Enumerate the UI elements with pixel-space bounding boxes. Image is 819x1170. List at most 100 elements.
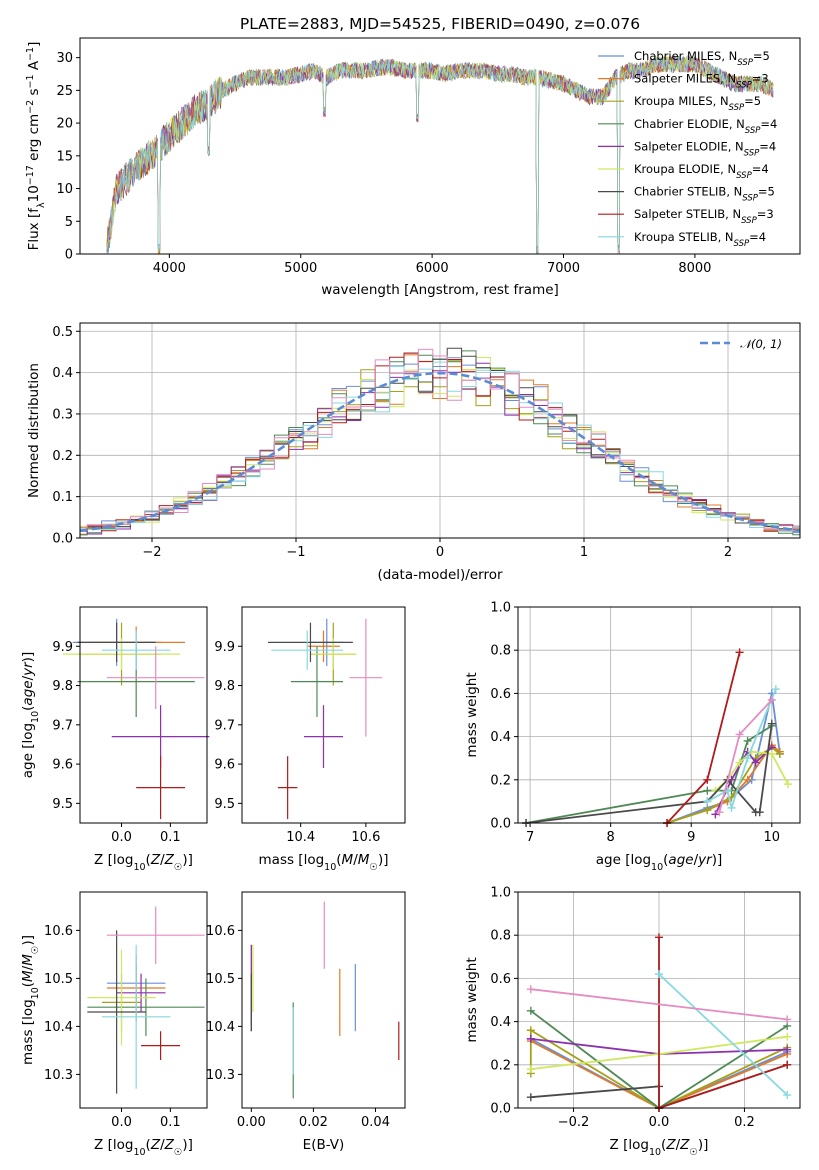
weight-marker-9 [715, 808, 724, 817]
label-part: Z [665, 1137, 676, 1153]
label-part: 10 [26, 185, 42, 202]
y-tick-label: 20 [56, 117, 73, 132]
y-tick-label: 10.4 [206, 1020, 235, 1035]
panel-xlabel: Z [log10(Z/Z☉)] [94, 1137, 193, 1158]
weight-series-0 [666, 693, 781, 824]
label-part: 10 [651, 862, 663, 873]
label-part: ( [146, 1137, 151, 1153]
weight-series-7 [658, 937, 788, 1110]
y-tick-label: 0.4 [52, 366, 73, 381]
label-part: age [log [596, 852, 651, 868]
label-part: −2 [25, 100, 36, 114]
legend-sub: SSP [729, 103, 745, 113]
weight-marker-5 [783, 780, 792, 789]
y-tick-label: 0.4 [490, 1015, 511, 1030]
weight-marker-9 [767, 695, 776, 704]
weight-marker-8 [655, 970, 663, 979]
x-tick-label: 6000 [416, 261, 449, 276]
y-tick-label: 0 [65, 248, 73, 263]
weight-marker-1 [743, 775, 752, 784]
label-part: E(B-V) [303, 1137, 345, 1153]
y-tick-label: 9.6 [52, 758, 73, 773]
label-part: −17 [25, 165, 36, 185]
label-part: Z [164, 1137, 175, 1153]
label-part: s [26, 88, 42, 99]
label-part: ( [146, 852, 151, 868]
weight-marker-5 [783, 1032, 792, 1041]
spectrum-series-6 [106, 55, 774, 254]
legend-text: Chabrier MILES, N [634, 49, 737, 63]
weight-series-2 [666, 746, 781, 824]
y-tick-label: 10.6 [44, 924, 73, 939]
legend-text: Salpeter ELODIE, N [634, 139, 744, 153]
legend-sub: SSP [742, 194, 758, 204]
label-part: ☉ [174, 862, 183, 873]
x-tick-label: 7 [526, 830, 534, 845]
x-tick-label: 5000 [284, 261, 317, 276]
y-tick-label: 0.2 [490, 1058, 511, 1073]
axes-frame [79, 606, 208, 824]
legend-sub: SSP [736, 81, 752, 91]
panel-ylabel: mass weight [464, 957, 480, 1042]
x-tick-label: 9 [687, 830, 695, 845]
x-tick-label: 0.02 [299, 1115, 328, 1130]
y-tick-label: 10.6 [206, 924, 235, 939]
label-part: ☉ [369, 862, 378, 873]
legend-label: Chabrier STELIB, NSSP=5 [634, 185, 775, 204]
legend-value: =5 [758, 185, 775, 199]
plot-layer: 4000 5000 6000 7000 8000051015202530waveleng… [20, 37, 801, 1158]
label-part: / [20, 675, 36, 680]
y-tick-label: 9.8 [52, 679, 73, 694]
weight-series-8 [658, 973, 788, 1096]
y-tick-label: 9.7 [214, 718, 235, 733]
label-part: / [353, 852, 358, 868]
weight-marker-6 [767, 719, 776, 728]
legend-sub: SSP [734, 239, 750, 249]
histogram-series-9 [80, 348, 800, 531]
y-tick-label: 9.9 [52, 640, 73, 655]
legend-text: Salpeter MILES, N [634, 72, 736, 86]
x-tick-label: 1 [580, 545, 588, 560]
residuals-xlabel: (data-model)/error [377, 567, 503, 583]
y-tick-label: 0.0 [490, 1102, 511, 1117]
legend-label: Chabrier ELODIE, NSSP=4 [634, 117, 777, 136]
panel-xlabel: age [log10(age/yr)] [596, 852, 722, 873]
y-tick-label: 25 [56, 84, 73, 99]
weight-marker-7 [703, 775, 712, 784]
label-part: )] [698, 1137, 709, 1153]
panel-xlabel: Z [log10(Z/Z☉)] [94, 852, 193, 873]
x-tick-label: 0.2 [734, 1115, 755, 1130]
label-part: ] [26, 42, 42, 47]
spectrum-series-4 [106, 56, 774, 254]
spectrum-series-8 [106, 54, 774, 255]
label-part: Z [log [94, 852, 133, 868]
label-part: A [26, 60, 42, 74]
y-tick-label: 30 [56, 51, 73, 66]
label-part: )] [182, 852, 193, 868]
y-tick-label: 0.2 [52, 449, 73, 464]
weight-marker-6 [755, 808, 764, 817]
weight-marker-2 [775, 749, 784, 758]
x-tick-label: −2 [142, 545, 161, 560]
weight-marker-8 [727, 803, 736, 812]
label-part: 10 [324, 862, 336, 873]
x-tick-label: 0.0 [111, 1115, 132, 1130]
weight-marker-7 [735, 648, 744, 657]
label-part: −1 [25, 47, 36, 61]
weight-marker-8 [771, 685, 780, 694]
label-part: )] [182, 1137, 193, 1153]
x-tick-label: 0.1 [160, 1115, 181, 1130]
spectrum-ylabel: Flux [fλ10−17 erg cm−2 s−1 A−1] [25, 42, 47, 251]
label-part: / [160, 1137, 165, 1153]
label-part: M [20, 970, 36, 982]
axes-frame [517, 891, 801, 1109]
legend-text: Kroupa MILES, N [634, 94, 729, 108]
weight-series-6 [525, 723, 773, 824]
legend-value: =4 [752, 162, 769, 176]
y-tick-label: 10.3 [44, 1068, 73, 1083]
weight-marker-5 [526, 1065, 535, 1074]
y-tick-label: 9.9 [214, 640, 235, 655]
weight-marker-5 [767, 749, 776, 758]
weight-marker-6 [526, 1093, 535, 1102]
legend-label: Salpeter MILES, NSSP=3 [634, 72, 769, 91]
